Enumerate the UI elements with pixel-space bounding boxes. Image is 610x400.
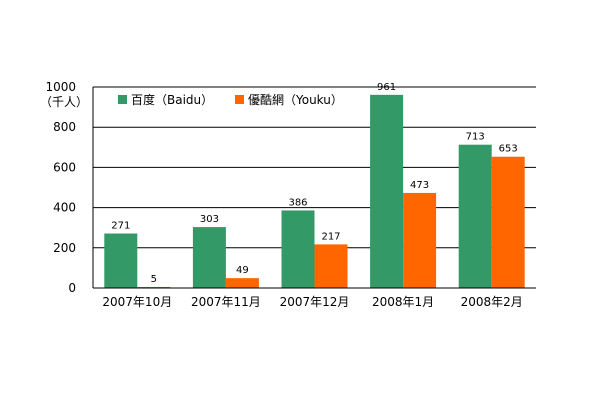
data-label: 473	[410, 180, 429, 191]
y-tick-label: 600	[53, 160, 76, 174]
bars	[104, 94, 525, 289]
data-label: 713	[466, 132, 485, 143]
x-tick-label: 2007年12月	[280, 295, 350, 309]
data-label: 5	[151, 274, 157, 285]
bar-baidu	[370, 94, 404, 289]
data-label: 49	[236, 265, 249, 276]
data-label: 961	[377, 82, 396, 93]
data-label: 386	[288, 197, 307, 208]
y-axis: 0 200 400 600 800 1000	[45, 80, 94, 295]
x-tick-label: 2007年10月	[102, 295, 172, 309]
bar-baidu	[281, 210, 315, 288]
bar-youku	[403, 192, 437, 288]
y-tick-label: 800	[53, 120, 76, 134]
y-tick-label: 400	[53, 201, 76, 215]
x-tick-label: 2007年11月	[191, 295, 261, 309]
bar-youku	[137, 286, 171, 288]
legend-swatch	[118, 95, 127, 104]
data-labels: 271 5 303 49 386 217 961 473 713 653	[111, 82, 517, 285]
bar-youku	[314, 244, 348, 288]
bar-baidu	[458, 144, 492, 288]
legend-label: 百度（Baidu）	[131, 92, 213, 107]
data-label: 217	[321, 231, 340, 242]
y-tick-label: 1000	[45, 80, 76, 94]
bar-youku	[491, 156, 525, 288]
y-axis-unit: （千人）	[40, 95, 88, 109]
legend: 百度（Baidu） 優酷網（Youku）	[118, 92, 343, 107]
legend-swatch	[235, 95, 244, 104]
data-label: 271	[111, 221, 130, 232]
bar-baidu	[192, 227, 226, 288]
y-tick-label: 200	[53, 241, 76, 255]
legend-label: 優酷網（Youku）	[248, 93, 343, 107]
bar-youku	[225, 278, 259, 288]
data-label: 303	[200, 214, 219, 225]
x-tick-label: 2008年1月	[372, 295, 434, 309]
data-label: 653	[499, 144, 518, 155]
x-axis: 2007年10月 2007年11月 2007年12月 2008年1月 2008年2月	[93, 287, 536, 309]
x-tick-label: 2008年2月	[461, 295, 523, 309]
y-tick-label: 0	[68, 281, 76, 295]
bar-baidu	[104, 233, 138, 288]
